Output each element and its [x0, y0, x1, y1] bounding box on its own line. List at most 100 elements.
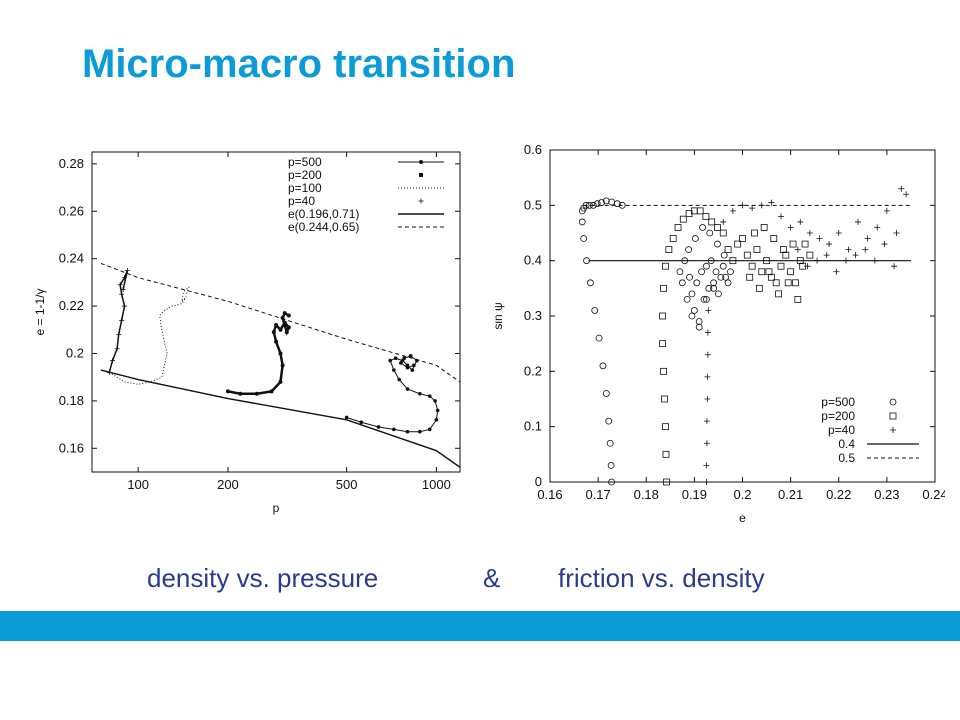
series-0-point — [602, 390, 610, 397]
series-3-point — [124, 268, 130, 274]
series-2-point — [797, 218, 804, 225]
x-tick-label: 0.21 — [778, 487, 803, 502]
series-line — [100, 369, 461, 468]
series-2-point — [804, 263, 811, 270]
series-0-point — [410, 368, 415, 372]
x-axis-label: p — [273, 501, 280, 515]
series-3-point — [114, 346, 120, 352]
series-1-point — [719, 229, 727, 237]
series-1-point — [284, 330, 289, 335]
series-0-point — [580, 235, 588, 242]
series-1-point — [278, 351, 283, 356]
series-3-point — [120, 286, 126, 292]
series-2-point — [903, 191, 910, 198]
series-1-point — [282, 311, 287, 316]
series-1-point — [254, 391, 259, 396]
series-1-point — [286, 325, 291, 330]
series-1-point — [714, 224, 721, 231]
legend-label: p=40 — [828, 423, 855, 437]
x-tick-label: 0.18 — [634, 487, 659, 502]
y-axis-label: sin ψ — [495, 302, 505, 329]
series-1-point — [663, 478, 670, 486]
series-3-point — [122, 275, 128, 281]
series-0-point — [703, 295, 710, 303]
series-0-point — [714, 240, 721, 248]
series-0-point — [613, 200, 621, 208]
series-1-point — [758, 268, 766, 276]
x-tick-label: 0.2 — [733, 487, 751, 502]
series-1-point — [269, 389, 274, 394]
series-1-point — [282, 320, 287, 325]
series-2-point — [826, 241, 833, 248]
legend-label: p=200 — [288, 168, 322, 182]
series-3-point — [119, 317, 125, 323]
y-tick-label: 0.2 — [66, 345, 84, 360]
series-1-point — [661, 395, 668, 403]
series-2-point — [787, 224, 794, 231]
series-2-point — [704, 396, 711, 402]
series-0-point — [715, 290, 722, 298]
series-0-point — [676, 268, 684, 276]
series-0-point — [434, 418, 439, 422]
series-1-point — [669, 235, 677, 242]
series-1-point — [743, 251, 751, 259]
legend-label: p=500 — [288, 155, 322, 169]
series-3-point — [122, 303, 128, 309]
series-1-point — [274, 339, 279, 344]
series-2-point — [862, 246, 869, 253]
series-2-point — [704, 329, 711, 336]
series-0-point — [427, 394, 432, 398]
series-1-point — [238, 391, 243, 396]
series-2-point — [833, 268, 840, 275]
series-1-point — [765, 268, 773, 276]
series-0-point — [606, 439, 614, 447]
legend-marker — [890, 427, 896, 433]
x-tick-label: 0.19 — [682, 487, 707, 502]
y-tick-label: 0.24 — [59, 251, 84, 266]
series-0-point — [412, 363, 416, 368]
series-0-point — [587, 279, 594, 287]
series-line — [108, 270, 129, 373]
plot-frame — [91, 151, 461, 473]
series-2-point — [703, 479, 710, 485]
series-2-point — [794, 246, 801, 253]
series-1-point — [278, 327, 283, 332]
series-1-point — [225, 389, 230, 394]
series-0-point — [722, 273, 730, 281]
series-0-point — [435, 408, 440, 413]
series-0-point — [593, 200, 601, 208]
series-0-point — [698, 268, 705, 276]
series-0-point — [719, 262, 727, 270]
series-0-point — [724, 279, 732, 287]
series-1-point — [278, 379, 283, 384]
series-2-point — [806, 230, 813, 236]
series-0-point — [602, 197, 610, 205]
series-0-point — [418, 391, 422, 396]
y-tick-label: 0.5 — [524, 197, 542, 212]
legend-marker — [889, 412, 897, 420]
caption-ampersand: & — [483, 563, 501, 593]
series-1-point — [794, 295, 802, 303]
series-line — [346, 355, 439, 433]
series-0-point — [589, 201, 597, 209]
series-1-point — [702, 213, 710, 220]
caption-right: friction vs. density — [558, 563, 765, 593]
series-0-point — [578, 218, 586, 226]
y-tick-label: 0.26 — [59, 203, 84, 218]
series-1-point — [280, 363, 285, 368]
series-0-point — [405, 429, 410, 434]
x-tick-label: 500 — [336, 477, 358, 492]
series-2-point — [749, 205, 756, 212]
series-1-point — [753, 246, 761, 253]
series-1-point — [760, 224, 768, 231]
series-1-point — [772, 279, 780, 287]
series-1-point — [659, 312, 667, 320]
series-2-point — [864, 235, 871, 242]
series-1-point — [777, 262, 785, 270]
series-0-point — [695, 323, 703, 331]
series-0-point — [408, 354, 413, 358]
density-pressure-chart: 100 200 500 1000 0.16 0.18 0.2 0.22 0.24 0.26 0.28… — [33, 151, 461, 515]
series-2-point — [816, 235, 823, 242]
x-tick-label: 0.17 — [585, 487, 610, 502]
series-2-point — [883, 207, 890, 214]
